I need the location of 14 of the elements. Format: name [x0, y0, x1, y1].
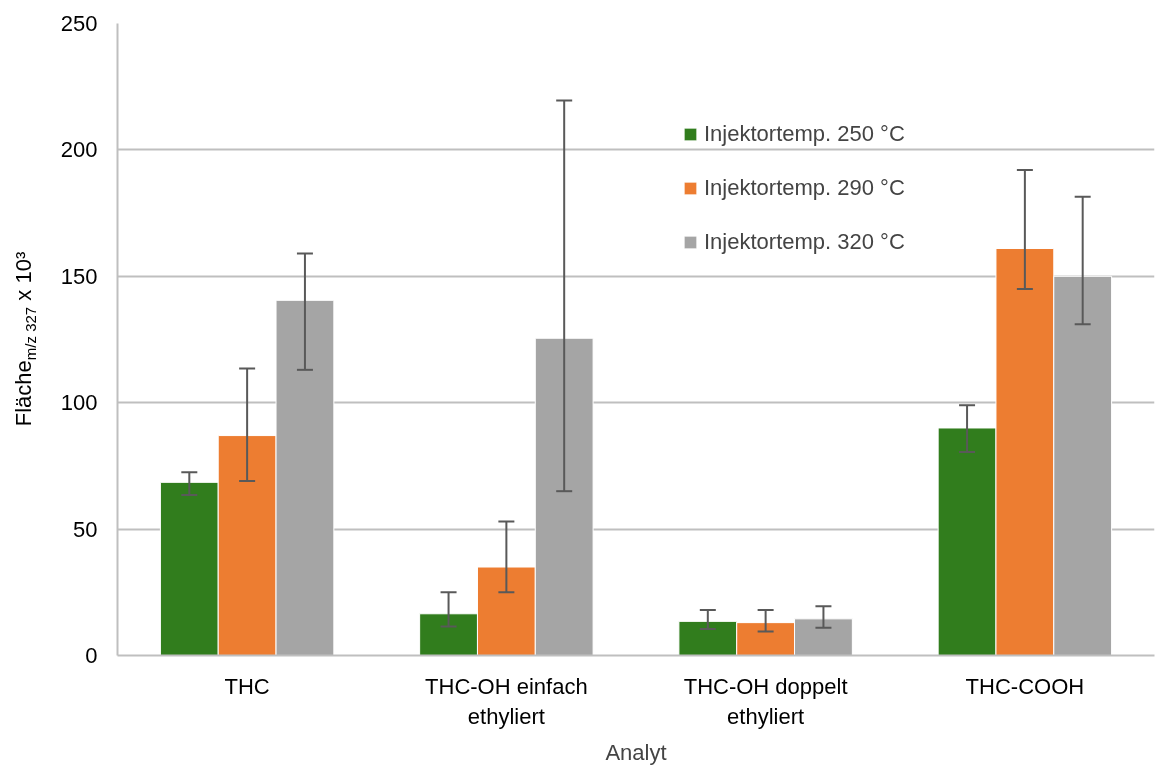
y-tick-label: 100 [60, 390, 98, 416]
legend-label: Injektortemp. 320 °C [704, 229, 905, 255]
x-tick-label: THC-COOH [965, 673, 1085, 699]
x-tick-label: THC-OH doppelt ethyliert [683, 673, 848, 729]
y-tick-label: 250 [60, 11, 98, 36]
x-tick-label: THC [224, 673, 270, 699]
legend-label: Injektortemp. 290 °C [704, 175, 905, 201]
legend-label: Injektortemp. 250 °C [704, 121, 905, 147]
y-tick-label: 150 [60, 263, 98, 289]
y-tick-label: 50 [73, 516, 98, 542]
y-tick-label: 200 [60, 137, 98, 163]
x-tick-label: THC-OH einfach ethyliert [425, 673, 588, 729]
y-tick-label: 0 [85, 643, 98, 668]
x-axis-title: Analyt [605, 739, 667, 765]
